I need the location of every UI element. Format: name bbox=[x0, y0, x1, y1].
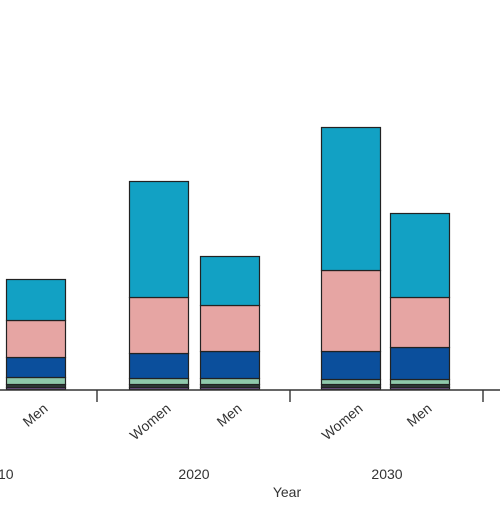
x-axis-labels: Men Women Men Women Men 10 2020 2030 bbox=[0, 400, 435, 482]
x-axis-ticks bbox=[96, 390, 484, 402]
bar-segment-0-3 bbox=[5, 356, 67, 379]
bar-segment-3-2 bbox=[320, 378, 382, 386]
bar-segment-3-4 bbox=[320, 269, 382, 353]
bar-segment-3-3 bbox=[320, 350, 382, 381]
bar-segment-2-5 bbox=[199, 255, 261, 307]
bar-segment-3-5 bbox=[320, 126, 382, 272]
bar-segment-2-2 bbox=[199, 377, 261, 386]
bar-segment-1-3 bbox=[128, 352, 190, 380]
bar-segment-1-2 bbox=[128, 377, 190, 386]
bar-segment-4-4 bbox=[389, 296, 451, 349]
bar-segment-4-3 bbox=[389, 346, 451, 381]
bar-segment-2-3 bbox=[199, 350, 261, 380]
bars-layer bbox=[5, 126, 451, 391]
category-label-4: Men bbox=[403, 400, 434, 430]
bar-segment-0-4 bbox=[5, 319, 67, 359]
group-label-1: 2020 bbox=[178, 466, 209, 482]
bar-segment-0-5 bbox=[5, 278, 67, 322]
category-label-0: Men bbox=[19, 400, 50, 430]
group-label-2: 2030 bbox=[371, 466, 402, 482]
category-label-1: Women bbox=[127, 400, 174, 443]
x-axis-title: Year bbox=[273, 484, 302, 500]
bar-segment-4-2 bbox=[389, 378, 451, 386]
group-label-0: 10 bbox=[0, 466, 14, 482]
bar-segment-1-4 bbox=[128, 296, 190, 355]
category-label-2: Men bbox=[213, 400, 244, 430]
bar-segment-4-5 bbox=[389, 212, 451, 299]
bar-segment-1-5 bbox=[128, 180, 190, 299]
bar-segment-0-2 bbox=[5, 376, 67, 386]
bar-segment-2-4 bbox=[199, 304, 261, 353]
category-label-3: Women bbox=[319, 400, 366, 443]
